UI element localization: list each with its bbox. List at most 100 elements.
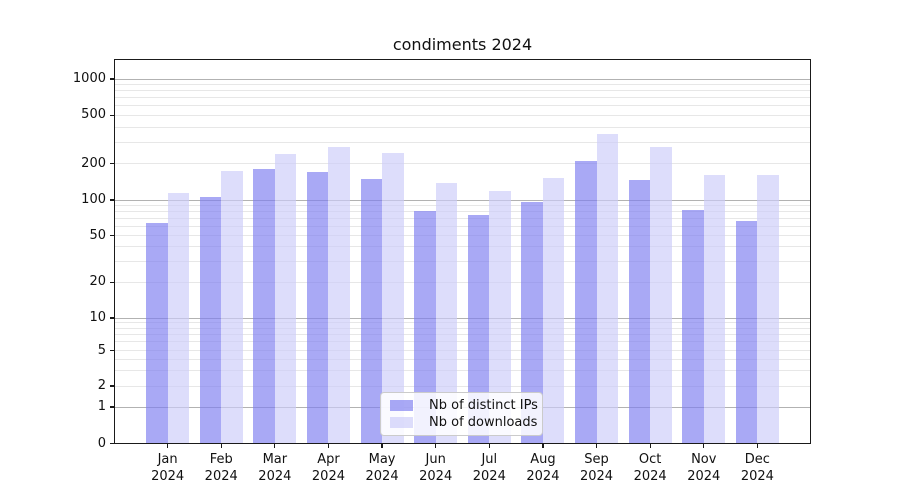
y-tick bbox=[109, 234, 114, 237]
minor-gridline bbox=[114, 341, 811, 343]
y-tick bbox=[109, 317, 114, 319]
y-tick bbox=[109, 199, 114, 201]
minor-gridline bbox=[114, 322, 811, 324]
x-tick-label: Sep 2024 bbox=[579, 452, 614, 484]
x-tick bbox=[756, 443, 758, 448]
y-tick-label: 0 bbox=[97, 435, 106, 451]
x-tick-label: Dec 2024 bbox=[740, 452, 774, 484]
minor-gridline bbox=[114, 126, 811, 128]
bar-distinct-ips bbox=[467, 215, 490, 444]
major-gridline bbox=[114, 317, 811, 319]
minor-gridline bbox=[114, 350, 811, 351]
legend-label-downloads: Nb of downloads bbox=[429, 415, 538, 430]
chart-title: condiments 2024 bbox=[392, 35, 533, 54]
minor-gridline bbox=[114, 246, 811, 248]
minor-gridline bbox=[114, 84, 811, 86]
minor-gridline bbox=[114, 358, 811, 360]
minor-gridline bbox=[114, 204, 811, 206]
y-tick-label: 20 bbox=[89, 274, 106, 290]
legend-label-distinct-ips: Nb of distinct IPs bbox=[429, 398, 538, 413]
y-tick bbox=[109, 406, 114, 408]
minor-gridline bbox=[114, 334, 811, 336]
bar-downloads bbox=[542, 177, 565, 444]
x-tick bbox=[327, 443, 330, 448]
legend-swatch-distinct-ips bbox=[390, 400, 413, 411]
y-tick bbox=[109, 78, 114, 80]
y-tick-label: 2 bbox=[97, 378, 106, 393]
legend-swatch-downloads bbox=[390, 417, 413, 428]
x-tick bbox=[274, 443, 276, 448]
minor-gridline bbox=[114, 385, 811, 387]
y-tick bbox=[109, 385, 114, 387]
bar-distinct-ips bbox=[682, 209, 704, 444]
minor-gridline bbox=[114, 235, 811, 237]
minor-gridline bbox=[114, 210, 811, 212]
bar-downloads bbox=[489, 191, 511, 444]
minor-gridline bbox=[114, 105, 811, 107]
x-tick-label: Mar 2024 bbox=[258, 452, 292, 484]
y-tick-label: 10 bbox=[89, 310, 106, 325]
y-tick bbox=[109, 281, 114, 284]
bar-downloads bbox=[274, 153, 297, 444]
x-tick-label: Jun 2024 bbox=[419, 452, 453, 484]
bar-downloads bbox=[703, 174, 726, 444]
y-tick bbox=[109, 349, 114, 352]
bar-downloads bbox=[328, 146, 350, 444]
x-tick bbox=[649, 443, 651, 448]
bar-distinct-ips bbox=[306, 171, 329, 444]
minor-gridline bbox=[114, 141, 811, 143]
bar-downloads bbox=[167, 192, 190, 444]
bar-downloads bbox=[596, 133, 619, 444]
x-tick-label: Jan 2024 bbox=[151, 452, 185, 484]
x-tick-label: Jul 2024 bbox=[472, 452, 506, 484]
bar-downloads bbox=[221, 170, 243, 444]
x-tick bbox=[595, 443, 598, 448]
bar-downloads bbox=[650, 146, 672, 444]
x-tick bbox=[381, 443, 383, 448]
legend-item-downloads: Nb of downloads bbox=[390, 415, 537, 430]
x-tick bbox=[488, 443, 490, 448]
y-tick-label: 50 bbox=[89, 227, 106, 243]
x-tick-label: Oct 2024 bbox=[633, 452, 667, 484]
minor-gridline bbox=[114, 97, 811, 99]
bar-distinct-ips bbox=[253, 168, 275, 444]
y-tick-label: 500 bbox=[81, 107, 106, 123]
bar-distinct-ips bbox=[360, 179, 383, 444]
major-gridline bbox=[114, 78, 811, 80]
x-tick-label: Feb 2024 bbox=[204, 452, 238, 484]
x-tick-label: May 2024 bbox=[365, 452, 399, 484]
x-tick bbox=[435, 443, 437, 448]
bar-distinct-ips bbox=[521, 201, 543, 444]
y-tick-label: 100 bbox=[81, 192, 106, 207]
x-tick bbox=[167, 443, 169, 448]
y-tick bbox=[109, 162, 114, 165]
bar-distinct-ips bbox=[199, 197, 222, 444]
x-tick-label: Nov 2024 bbox=[687, 452, 721, 484]
bar-distinct-ips bbox=[735, 220, 758, 444]
y-tick-label: 1 bbox=[97, 399, 106, 414]
y-tick-label: 200 bbox=[81, 155, 106, 171]
major-gridline bbox=[114, 199, 811, 201]
bar-distinct-ips bbox=[575, 160, 597, 444]
minor-gridline bbox=[114, 90, 811, 92]
legend-item-distinct-ips: Nb of distinct IPs bbox=[390, 398, 538, 413]
x-tick bbox=[220, 443, 222, 448]
x-tick bbox=[542, 443, 544, 448]
x-tick-label: Aug 2024 bbox=[526, 452, 560, 484]
minor-gridline bbox=[114, 369, 811, 371]
minor-gridline bbox=[114, 217, 811, 219]
bar-distinct-ips bbox=[146, 222, 168, 444]
minor-gridline bbox=[114, 163, 811, 165]
bar-downloads bbox=[382, 153, 404, 444]
y-tick bbox=[109, 442, 114, 445]
minor-gridline bbox=[114, 327, 811, 329]
bar-distinct-ips bbox=[414, 211, 436, 444]
minor-gridline bbox=[114, 281, 811, 283]
y-tick bbox=[109, 114, 114, 116]
bar-downloads bbox=[435, 183, 458, 444]
x-tick bbox=[703, 443, 705, 448]
legend: Nb of distinct IPs Nb of downloads bbox=[380, 392, 543, 436]
bar-downloads bbox=[757, 174, 779, 444]
bar-distinct-ips bbox=[628, 180, 651, 444]
